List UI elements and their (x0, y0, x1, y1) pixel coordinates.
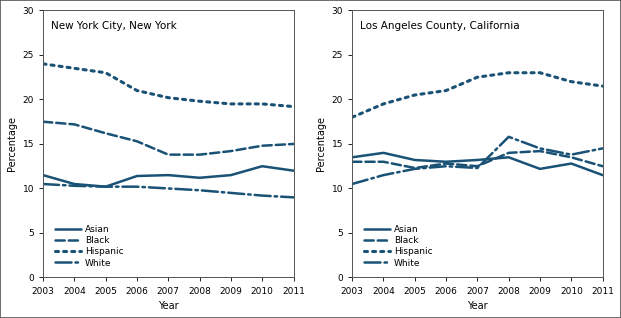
Legend: Asian, Black, Hispanic, White: Asian, Black, Hispanic, White (53, 222, 127, 270)
White (568, 153, 575, 156)
Asian (505, 156, 512, 159)
Asian (599, 173, 606, 177)
White (71, 184, 78, 188)
Hispanic (599, 84, 606, 88)
Asian (379, 151, 387, 155)
Hispanic (134, 89, 141, 93)
Text: New York City, New York: New York City, New York (50, 21, 176, 31)
Hispanic (474, 75, 481, 79)
Line: White: White (352, 137, 602, 184)
X-axis label: Year: Year (467, 301, 487, 311)
Line: Hispanic: Hispanic (352, 73, 602, 117)
Hispanic (290, 105, 297, 108)
Y-axis label: Percentage: Percentage (7, 116, 17, 171)
Hispanic (165, 96, 172, 100)
Black (227, 149, 235, 153)
Hispanic (379, 102, 387, 106)
Asian (165, 173, 172, 177)
Line: Asian: Asian (43, 166, 294, 187)
Black (474, 164, 481, 168)
White (258, 194, 266, 197)
White (411, 167, 419, 171)
Black (505, 151, 512, 155)
White (134, 185, 141, 189)
Asian (134, 174, 141, 178)
Black (102, 131, 109, 135)
Asian (227, 173, 235, 177)
Black (258, 144, 266, 148)
Black (537, 149, 544, 153)
Asian (290, 169, 297, 173)
Black (599, 164, 606, 168)
White (290, 196, 297, 199)
Hispanic (348, 115, 356, 119)
White (227, 191, 235, 195)
White (102, 185, 109, 189)
Line: Hispanic: Hispanic (43, 64, 294, 107)
Hispanic (537, 71, 544, 75)
White (196, 188, 203, 192)
Text: Los Angeles County, California: Los Angeles County, California (360, 21, 519, 31)
Asian (348, 156, 356, 159)
Black (165, 153, 172, 156)
Line: White: White (43, 184, 294, 197)
Asian (258, 164, 266, 168)
White (442, 164, 450, 168)
White (39, 182, 47, 186)
Hispanic (102, 71, 109, 75)
Line: Black: Black (43, 122, 294, 155)
White (505, 135, 512, 139)
Line: Black: Black (352, 151, 602, 168)
Hispanic (227, 102, 235, 106)
Y-axis label: Percentage: Percentage (316, 116, 326, 171)
Black (442, 162, 450, 165)
Asian (537, 167, 544, 171)
Asian (411, 158, 419, 162)
White (599, 147, 606, 150)
Hispanic (196, 99, 203, 103)
White (537, 147, 544, 150)
Line: Asian: Asian (352, 153, 602, 175)
Asian (196, 176, 203, 180)
Black (290, 142, 297, 146)
Asian (39, 173, 47, 177)
Asian (474, 158, 481, 162)
Asian (71, 182, 78, 186)
White (379, 173, 387, 177)
Black (348, 160, 356, 164)
Hispanic (442, 89, 450, 93)
Black (568, 156, 575, 159)
Black (134, 139, 141, 143)
Black (196, 153, 203, 156)
Hispanic (71, 66, 78, 70)
Legend: Asian, Black, Hispanic, White: Asian, Black, Hispanic, White (361, 222, 435, 270)
Asian (102, 185, 109, 189)
Hispanic (258, 102, 266, 106)
Hispanic (505, 71, 512, 75)
Hispanic (39, 62, 47, 66)
Black (39, 120, 47, 124)
Asian (442, 160, 450, 164)
Black (71, 122, 78, 126)
Asian (568, 162, 575, 165)
Hispanic (568, 80, 575, 84)
X-axis label: Year: Year (158, 301, 179, 311)
Black (411, 166, 419, 170)
Black (379, 160, 387, 164)
White (348, 182, 356, 186)
White (165, 187, 172, 190)
White (474, 166, 481, 170)
Hispanic (411, 93, 419, 97)
